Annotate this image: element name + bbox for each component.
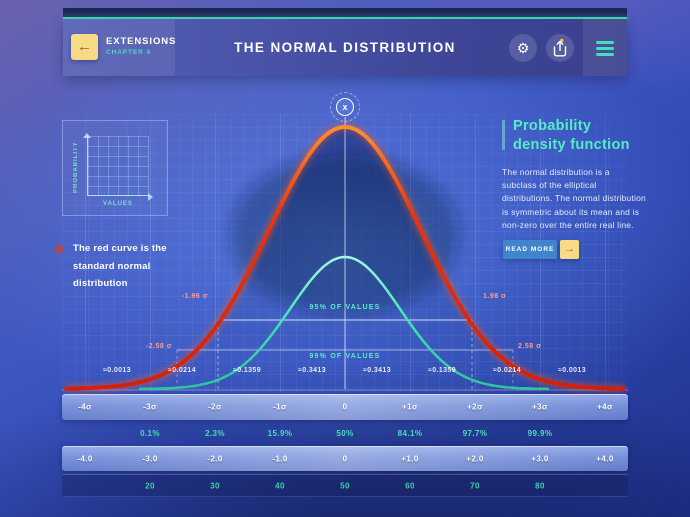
gear-icon: ⚙ [516,40,530,56]
t-score: 40 [275,481,285,490]
cum-percent: 97.7% [462,429,488,438]
sigma-tick: -1σ [273,402,287,412]
sigma-tick: 0 [342,402,348,412]
hamburger-icon [596,41,614,44]
t-score: 30 [210,481,220,490]
peak-marker[interactable]: x [336,98,354,116]
interval-prob-2: ≈0.1359 [232,367,262,374]
info-heading-rule [502,120,505,150]
legend-text: The red curve is the standard normal dis… [73,243,167,289]
chapter-label: CHAPTER 4 [106,49,151,56]
arrow-left-icon: ← [77,38,92,55]
read-more-button[interactable]: READ MORE [503,240,557,259]
sigma-tick: +2σ [467,402,483,412]
back-button[interactable]: ← [71,34,98,60]
mini-axes-panel: PROBABILITY VALUES [62,120,168,216]
info-heading: Probability density function [513,118,630,153]
sigma-tick: -2σ [208,402,222,412]
z-score: +4.0 [596,454,614,463]
band-99-lower-label: -2.58 σ [145,343,172,350]
z-score-bar: -4.0 -3.0 -2.0 -1.0 0 +1.0 +2.0 +3.0 +4.… [62,446,628,471]
mini-grid [82,133,153,201]
cum-percent: 2.3% [205,429,225,438]
arrow-right-icon: → [564,243,575,255]
t-score: 50 [340,481,350,490]
z-score: +2.0 [466,454,484,463]
sigma-tick: +3σ [532,402,548,412]
band-99-label: 99% OF VALUES [309,353,381,360]
sigma-axis-bar: -4σ -3σ -2σ -1σ 0 +1σ +2σ +3σ +4σ [62,394,628,420]
read-more-arrow-button[interactable]: → [560,240,579,259]
band-95-lower-label: -1.96 σ [181,293,208,300]
interval-prob-1: ≈0.0214 [167,367,197,374]
cum-percent: 15.9% [267,429,293,438]
settings-button[interactable]: ⚙ [509,34,537,62]
cum-percent: 84.1% [397,429,423,438]
t-score: 70 [470,481,480,490]
t-score: 20 [145,481,155,490]
accent-line [63,17,627,19]
interval-prob-5: ≈0.1359 [427,367,457,374]
z-score: -1.0 [272,454,288,463]
z-score: -3.0 [142,454,158,463]
z-score: 0 [342,454,348,463]
sigma-tick: +1σ [402,402,418,412]
back-button-label: EXTENSIONS [106,36,177,47]
t-score: 80 [535,481,545,490]
cum-percent: 0.1% [140,429,160,438]
share-button[interactable] [546,34,574,62]
share-up-icon [553,38,567,57]
z-score: -2.0 [207,454,223,463]
cum-percent: 50% [336,429,354,438]
band-95-upper-label: 1.98 σ [483,293,507,300]
interval-prob-3: ≈0.3413 [297,367,327,374]
menu-button[interactable] [583,19,627,76]
sigma-tick: +4σ [597,402,613,412]
band-99-upper-label: 2.58 σ [518,343,542,350]
page-title: THE NORMAL DISTRIBUTION [234,40,456,55]
interval-prob-6: ≈0.0214 [492,367,522,374]
sigma-tick: -3σ [143,402,157,412]
legend-red-marker-icon [55,245,63,253]
header-bar: THE NORMAL DISTRIBUTION ← EXTENSIONS CHA… [63,19,627,76]
sigma-tick: -4σ [78,402,92,412]
interval-prob-0: ≈0.0013 [102,367,132,374]
cum-percent: 99.9% [527,429,553,438]
interval-prob-4: ≈0.3413 [362,367,392,374]
mini-xlabel: VALUES [103,201,133,207]
top-strip [63,8,627,17]
z-score: +3.0 [531,454,549,463]
z-score: +1.0 [401,454,419,463]
info-body: The normal distribution is a subclass of… [502,167,646,230]
mini-ylabel: PROBABILITY [73,141,79,193]
t-score-bar: 20 30 40 50 60 70 80 [62,474,628,497]
peak-marker-ring [330,92,360,122]
z-score: -4.0 [77,454,93,463]
band-95-label: 95% OF VALUES [309,304,381,311]
interval-prob-7: ≈0.0013 [557,367,587,374]
t-score: 60 [405,481,415,490]
